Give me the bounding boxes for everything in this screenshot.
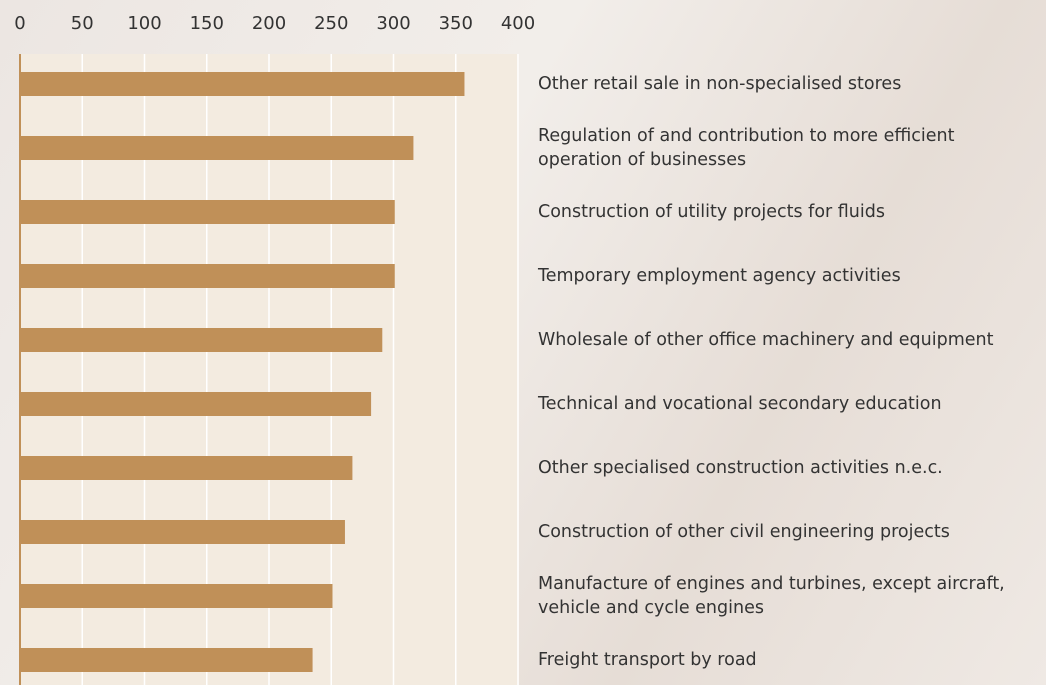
category-label: Construction of utility projects for flu…: [538, 200, 1044, 224]
bar: [20, 72, 464, 96]
x-tick-label: 250: [314, 13, 348, 34]
x-tick-label: 0: [14, 13, 25, 34]
bar: [20, 328, 382, 352]
bar: [20, 520, 345, 544]
category-label: Other retail sale in non-specialised sto…: [538, 72, 1044, 96]
x-tick-label: 50: [71, 13, 94, 34]
x-tick-label: 300: [376, 13, 410, 34]
category-label: Temporary employment agency activities: [538, 264, 1044, 288]
category-label: Other specialised construction activitie…: [538, 456, 1044, 480]
category-label: Construction of other civil engineering …: [538, 520, 1044, 544]
bar: [20, 136, 413, 160]
x-tick-label: 100: [127, 13, 161, 34]
category-label: Wholesale of other office machinery and …: [538, 328, 1044, 352]
category-label: Regulation of and contribution to more e…: [538, 124, 1044, 172]
bar: [20, 392, 371, 416]
x-tick-label: 200: [252, 13, 286, 34]
bar: [20, 200, 395, 224]
x-tick-label: 150: [190, 13, 224, 34]
category-label: Technical and vocational secondary educa…: [538, 392, 1044, 416]
bar: [20, 264, 395, 288]
x-tick-label: 350: [439, 13, 473, 34]
bar: [20, 648, 313, 672]
bar: [20, 456, 352, 480]
category-label: Manufacture of engines and turbines, exc…: [538, 572, 1044, 620]
page: {"chart_data": {"type": "bar", "orientat…: [0, 0, 1046, 685]
category-label: Freight transport by road: [538, 648, 1044, 672]
bar: [20, 584, 332, 608]
x-tick-label: 400: [501, 13, 535, 34]
